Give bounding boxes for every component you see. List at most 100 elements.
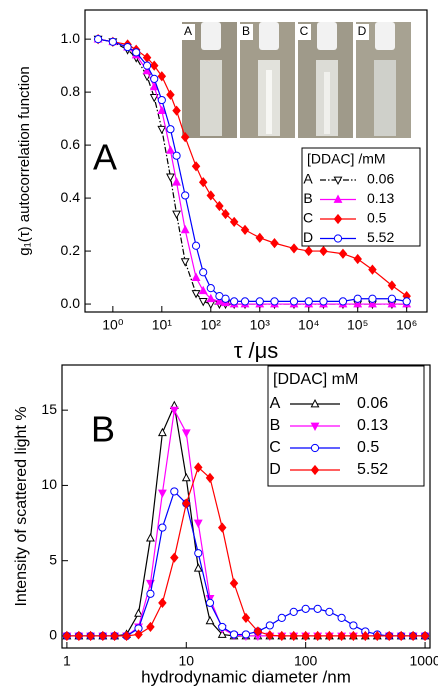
marker — [132, 48, 141, 57]
y-tick-label: 0.4 — [61, 189, 81, 205]
marker — [337, 613, 346, 622]
photo-label-bg — [240, 24, 253, 40]
y-tick-label: 15 — [41, 401, 57, 417]
marker — [198, 285, 208, 295]
legend-value: 0.5 — [367, 210, 387, 226]
marker — [333, 176, 343, 186]
marker — [333, 213, 343, 225]
marker — [310, 422, 320, 432]
photo-label-bg — [298, 24, 311, 40]
x-axis-label: τ /μs — [234, 338, 279, 363]
marker — [172, 151, 181, 160]
marker — [206, 284, 215, 293]
marker — [206, 300, 216, 310]
marker — [384, 630, 394, 642]
y-tick-label: 0.8 — [61, 83, 81, 99]
x-tick-label: 10² — [201, 317, 222, 333]
marker — [319, 297, 328, 306]
marker — [255, 297, 264, 306]
marker — [408, 630, 418, 642]
photo-label-bg — [182, 24, 195, 40]
photo-label: C — [300, 24, 309, 38]
marker — [182, 498, 191, 509]
legend-label: D — [303, 229, 313, 245]
marker — [387, 299, 397, 308]
marker — [353, 299, 363, 308]
x-axis-label: hydrodynamic diameter /nm — [141, 667, 351, 686]
marker — [387, 280, 397, 291]
photo-label: A — [184, 24, 192, 38]
marker — [142, 61, 152, 70]
marker — [255, 232, 265, 243]
x-tick-label: 10⁵ — [347, 317, 368, 333]
marker — [157, 105, 167, 115]
marker — [368, 264, 377, 275]
marker — [122, 630, 131, 642]
marker — [146, 621, 155, 633]
legend-value: 5.52 — [367, 229, 394, 245]
photo-label-bg — [356, 24, 369, 40]
marker — [158, 597, 167, 608]
marker — [353, 253, 362, 265]
marker — [193, 519, 203, 529]
marker — [333, 234, 343, 243]
y-tick-label: 0 — [49, 627, 57, 643]
marker — [191, 241, 201, 250]
marker — [368, 294, 377, 303]
marker — [353, 294, 362, 303]
y-tick-label: 5 — [49, 551, 57, 567]
marker — [150, 74, 159, 83]
frame-b — [61, 364, 431, 649]
legend-label: B — [270, 417, 281, 434]
marker — [181, 191, 190, 200]
marker — [199, 268, 208, 277]
marker — [134, 608, 143, 617]
marker — [74, 630, 84, 642]
photo-label: B — [242, 24, 250, 38]
x-tick-label: 10 — [178, 653, 194, 669]
marker — [172, 177, 181, 186]
marker — [180, 258, 190, 267]
marker — [221, 294, 230, 303]
y-axis-label: g₁(τ) autocorrelation function — [16, 66, 33, 255]
panel-label: B — [91, 409, 115, 450]
legend-label: C — [303, 210, 313, 226]
marker — [191, 272, 201, 281]
marker — [214, 296, 224, 305]
legend-label: C — [269, 439, 281, 456]
legend-label: B — [303, 190, 312, 206]
marker — [229, 630, 239, 639]
marker — [289, 630, 298, 642]
marker — [349, 630, 358, 642]
marker — [270, 238, 279, 249]
marker — [142, 65, 152, 75]
y-axis-label: Intensity of scattered light % — [13, 406, 30, 606]
x-tick-label: 10⁶ — [396, 317, 417, 333]
frame-a — [84, 9, 428, 313]
marker — [149, 94, 159, 103]
panel-label: A — [93, 137, 117, 178]
marker — [172, 210, 181, 220]
legend-title: [DDAC] mM — [273, 371, 358, 388]
x-tick-label: 1 — [63, 653, 71, 669]
marker — [338, 297, 348, 306]
marker — [373, 630, 382, 642]
marker — [157, 71, 167, 82]
marker — [170, 487, 179, 496]
marker — [277, 630, 287, 642]
marker — [217, 522, 227, 533]
marker — [368, 299, 377, 308]
y-tick-label: 10 — [41, 476, 57, 492]
x-tick-label: 1000 — [409, 653, 438, 669]
marker — [166, 173, 175, 182]
marker — [149, 81, 159, 91]
marker — [191, 290, 201, 299]
marker — [402, 297, 411, 306]
marker — [218, 622, 227, 632]
marker — [110, 630, 119, 642]
marker — [172, 105, 181, 116]
marker — [146, 533, 155, 542]
marker — [170, 552, 179, 563]
marker — [333, 194, 343, 203]
